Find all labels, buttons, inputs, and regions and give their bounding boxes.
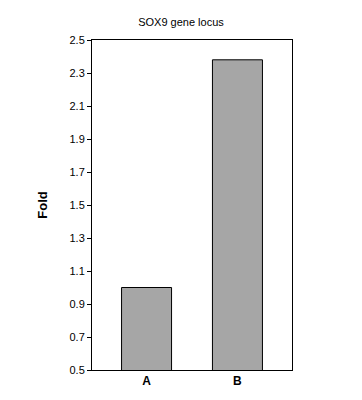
svg-text:1.7: 1.7: [70, 166, 85, 178]
svg-text:B: B: [233, 374, 242, 388]
svg-text:Fold: Fold: [35, 191, 50, 218]
svg-text:1.3: 1.3: [70, 232, 85, 244]
svg-text:0.5: 0.5: [70, 364, 85, 376]
svg-text:2.5: 2.5: [70, 34, 85, 46]
svg-text:2.3: 2.3: [70, 67, 85, 79]
svg-text:1.9: 1.9: [70, 133, 85, 145]
svg-text:2.1: 2.1: [70, 100, 85, 112]
svg-text:0.9: 0.9: [70, 298, 85, 310]
svg-text:1.1: 1.1: [70, 265, 85, 277]
svg-text:1.5: 1.5: [70, 199, 85, 211]
svg-text:0.7: 0.7: [70, 331, 85, 343]
svg-text:A: A: [142, 374, 151, 388]
svg-text:SOX9 gene locus: SOX9 gene locus: [138, 16, 224, 28]
